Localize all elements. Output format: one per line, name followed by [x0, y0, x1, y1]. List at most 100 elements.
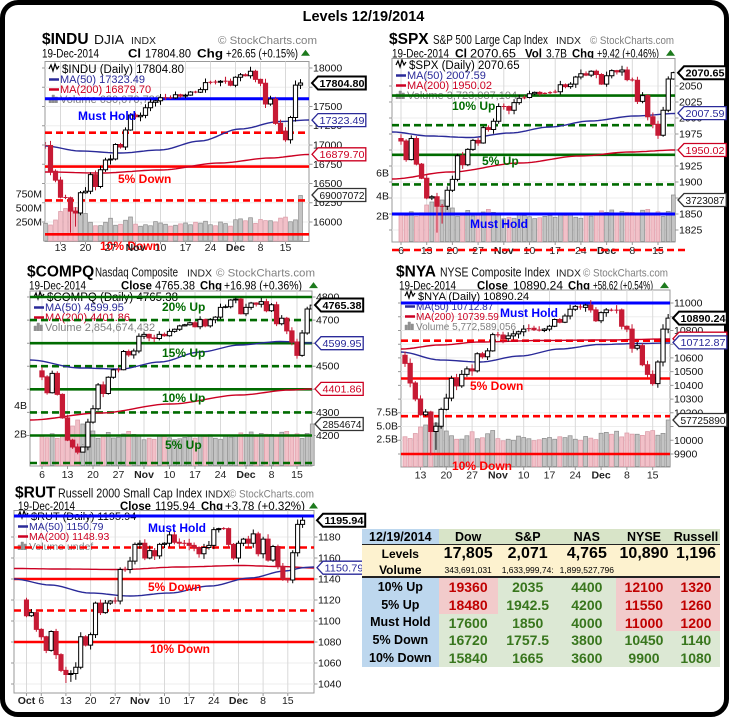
- svg-text:11000: 11000: [674, 298, 703, 310]
- svg-text:Chg: Chg: [572, 48, 594, 60]
- svg-text:Vol: Vol: [525, 48, 542, 60]
- svg-text:5% Down: 5% Down: [470, 379, 523, 393]
- svg-text:20: 20: [440, 470, 452, 482]
- svg-text:13: 13: [415, 470, 427, 482]
- svg-text:4401.86: 4401.86: [323, 384, 362, 396]
- svg-text:© StockCharts.com: © StockCharts.com: [590, 35, 674, 47]
- svg-text:Oct: Oct: [18, 695, 36, 707]
- svg-text:+9.42 (+0.46%): +9.42 (+0.46%): [597, 48, 659, 60]
- svg-text:Nov: Nov: [134, 469, 154, 481]
- svg-text:1140: 1140: [318, 574, 341, 586]
- svg-text:8: 8: [258, 242, 264, 254]
- svg-text:15: 15: [647, 470, 659, 482]
- svg-text:Nov: Nov: [130, 695, 150, 707]
- svg-text:1825: 1825: [679, 225, 703, 237]
- svg-text:3.7B: 3.7B: [546, 48, 567, 60]
- svg-text:Must Hold: Must Hold: [500, 306, 558, 320]
- svg-text:2007.59: 2007.59: [686, 108, 725, 120]
- svg-text:MA(50) 2007.59: MA(50) 2007.59: [407, 70, 486, 82]
- svg-text:15: 15: [291, 469, 303, 481]
- svg-text:2B: 2B: [14, 429, 27, 441]
- svg-text:4200: 4200: [316, 430, 340, 442]
- svg-text:INDX: INDX: [205, 490, 230, 501]
- svg-text:1195.94: 1195.94: [325, 515, 364, 527]
- svg-text:10: 10: [159, 695, 171, 707]
- svg-text:1120: 1120: [318, 595, 341, 607]
- svg-text:4765.38: 4765.38: [323, 300, 362, 312]
- svg-text:$INDU (Daily) 17804.80: $INDU (Daily) 17804.80: [62, 64, 184, 76]
- svg-text:24: 24: [208, 695, 220, 707]
- svg-text:$COMPQ: $COMPQ: [27, 263, 94, 280]
- svg-text:19-Dec-2014: 19-Dec-2014: [29, 281, 87, 293]
- svg-text:27: 27: [113, 469, 125, 481]
- svg-text:250M: 250M: [16, 217, 42, 229]
- svg-text:16000: 16000: [313, 217, 342, 229]
- svg-text:© StockCharts.com: © StockCharts.com: [216, 267, 315, 279]
- svg-text:© StockCharts.com: © StockCharts.com: [229, 489, 314, 501]
- svg-text:4500: 4500: [316, 361, 340, 373]
- svg-text:2070.65: 2070.65: [686, 68, 725, 80]
- svg-text:17: 17: [544, 470, 556, 482]
- svg-text:20% Up: 20% Up: [162, 300, 205, 314]
- svg-text:2025: 2025: [679, 97, 703, 109]
- svg-text:Nov: Nov: [488, 470, 508, 482]
- svg-text:20: 20: [85, 695, 97, 707]
- svg-text:1950.02: 1950.02: [686, 145, 725, 157]
- svg-text:4B: 4B: [14, 400, 27, 412]
- svg-text:© StockCharts.com: © StockCharts.com: [218, 35, 317, 47]
- svg-text:27: 27: [105, 242, 117, 254]
- svg-text:© StockCharts.com: © StockCharts.com: [583, 267, 668, 279]
- svg-text:15% Up: 15% Up: [162, 346, 205, 360]
- svg-text:27: 27: [109, 695, 121, 707]
- svg-text:10300: 10300: [674, 394, 703, 406]
- svg-text:2.5B: 2.5B: [376, 434, 398, 446]
- svg-text:1150.79: 1150.79: [325, 563, 364, 575]
- svg-text:10% Up: 10% Up: [452, 99, 495, 113]
- svg-text:750M: 750M: [16, 189, 42, 201]
- svg-text:27: 27: [472, 245, 484, 257]
- svg-text:MA(50) 17323.49: MA(50) 17323.49: [60, 74, 145, 86]
- svg-text:17323.49: 17323.49: [320, 115, 365, 127]
- svg-text:17500: 17500: [313, 101, 342, 113]
- svg-text:INDX: INDX: [556, 36, 581, 47]
- svg-text:+16.98 (+0.36%): +16.98 (+0.36%): [224, 281, 302, 293]
- svg-text:Dec: Dec: [591, 470, 610, 482]
- svg-text:10: 10: [155, 242, 167, 254]
- svg-text:1060: 1060: [318, 658, 342, 670]
- svg-text:MA(200) 1148.93: MA(200) 1148.93: [29, 531, 110, 543]
- svg-text:19-Dec-2014: 19-Dec-2014: [392, 48, 450, 60]
- svg-text:10712.87: 10712.87: [681, 337, 726, 349]
- svg-text:20: 20: [87, 469, 99, 481]
- svg-text:10% Down: 10% Down: [150, 642, 210, 656]
- svg-text:57725890: 57725890: [681, 415, 726, 427]
- svg-text:Volume 2,854,674,432: Volume 2,854,674,432: [45, 322, 155, 334]
- svg-text:5% Up: 5% Up: [482, 154, 519, 168]
- svg-text:6: 6: [38, 695, 44, 707]
- svg-text:17804.80: 17804.80: [320, 78, 365, 90]
- svg-text:Chg: Chg: [197, 48, 223, 60]
- svg-text:15: 15: [280, 242, 292, 254]
- svg-text:10000: 10000: [674, 435, 703, 447]
- svg-text:69007072: 69007072: [320, 190, 365, 202]
- svg-text:Must Hold: Must Hold: [78, 109, 136, 123]
- svg-text:1925: 1925: [679, 161, 703, 173]
- svg-text:10400: 10400: [674, 380, 703, 392]
- svg-text:10: 10: [518, 470, 530, 482]
- svg-text:MA(200) 1950.02: MA(200) 1950.02: [407, 80, 492, 92]
- svg-text:INDX: INDX: [187, 268, 212, 279]
- svg-text:Nasdaq Composite: Nasdaq Composite: [95, 265, 178, 279]
- svg-text:8: 8: [624, 470, 630, 482]
- svg-text:13: 13: [55, 242, 67, 254]
- svg-text:Volume 5,772,589,056: Volume 5,772,589,056: [416, 322, 517, 333]
- svg-text:10: 10: [164, 469, 176, 481]
- svg-text:1900: 1900: [679, 177, 703, 189]
- svg-text:5% Down: 5% Down: [118, 172, 171, 186]
- svg-text:13: 13: [60, 695, 72, 707]
- svg-text:17804.80: 17804.80: [145, 48, 191, 60]
- svg-text:4700: 4700: [316, 315, 340, 327]
- svg-text:4599.95: 4599.95: [323, 338, 362, 350]
- svg-text:10500: 10500: [674, 366, 703, 378]
- svg-text:Must Hold: Must Hold: [470, 217, 528, 231]
- svg-text:10890.24: 10890.24: [681, 313, 726, 325]
- svg-text:MA(50) 4599.95: MA(50) 4599.95: [45, 302, 124, 314]
